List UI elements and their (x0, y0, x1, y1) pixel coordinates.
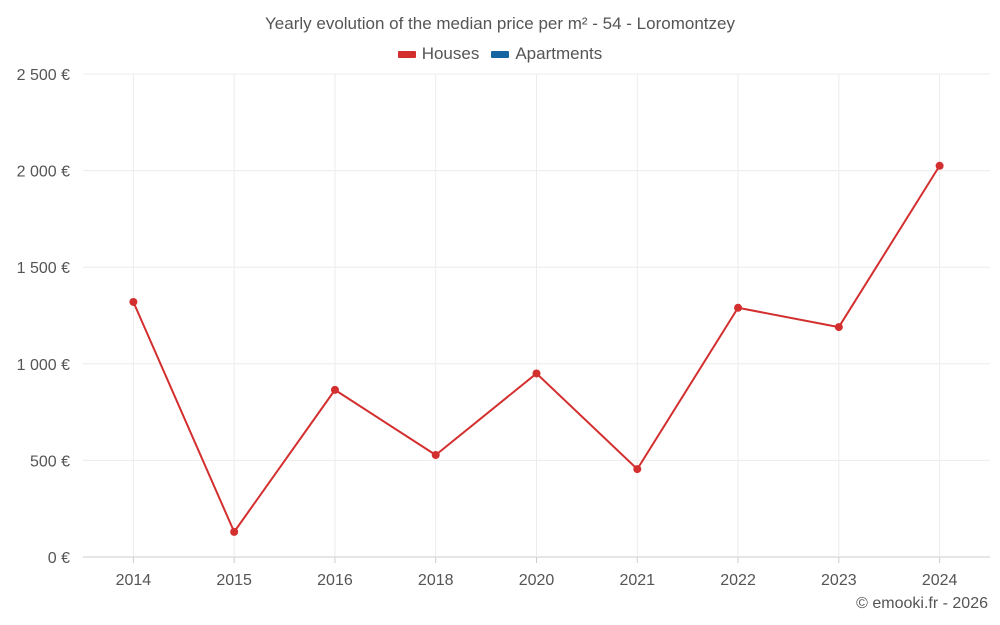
data-point-houses-2014 (129, 297, 138, 306)
x-tick-label: 2016 (317, 572, 353, 589)
x-tick-label: 2018 (418, 572, 454, 589)
data-point-houses-2023 (834, 323, 843, 332)
x-tick-label: 2024 (922, 572, 958, 589)
x-tick-label: 2023 (821, 572, 857, 589)
x-tick-label: 2014 (116, 572, 152, 589)
data-point-houses-2015 (230, 527, 239, 536)
x-tick-label: 2015 (216, 572, 252, 589)
x-tick-label: 2021 (619, 572, 655, 589)
x-tick-label: 2020 (519, 572, 555, 589)
data-point-houses-2022 (734, 303, 743, 312)
legend-swatch-houses (397, 50, 416, 58)
credit-text: © emooki.fr - 2026 (856, 595, 988, 612)
legend-swatch-apartments (491, 50, 510, 58)
y-tick-label: 500 € (30, 453, 70, 470)
y-tick-label: 2 000 € (17, 164, 70, 181)
data-point-houses-2021 (633, 465, 642, 474)
legend-label-houses: Houses (421, 44, 480, 63)
data-point-houses-2018 (431, 450, 440, 459)
x-tick-label: 2022 (720, 572, 756, 589)
data-point-houses-2016 (330, 385, 339, 394)
legend-item-houses[interactable]: Houses (397, 44, 480, 64)
legend-label-apartments: Apartments (515, 44, 603, 63)
y-tick-label: 2 500 € (17, 67, 70, 84)
legend-item-apartments[interactable]: Apartments (491, 44, 602, 64)
y-tick-label: 0 € (48, 550, 70, 567)
y-tick-label: 1 500 € (17, 260, 70, 277)
y-tick-label: 1 000 € (17, 357, 70, 374)
legend: Houses Apartments (0, 44, 1000, 64)
chart-title: Yearly evolution of the median price per… (265, 14, 735, 33)
data-point-houses-2020 (532, 369, 541, 378)
data-point-houses-2024 (935, 161, 944, 170)
